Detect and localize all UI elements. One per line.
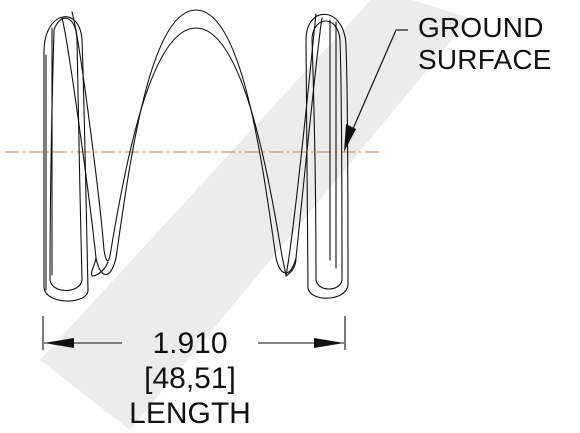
dim-arrow-right — [314, 338, 344, 348]
dimension-value-mm: [48,51] — [144, 362, 236, 395]
right-end-coil-outer — [305, 13, 349, 299]
ground-label-line1: GROUND — [418, 12, 544, 43]
coil-wire-1b — [71, 11, 111, 262]
ground-surface-leader — [348, 29, 408, 139]
compression-spring — [43, 9, 349, 302]
coil-arch-outer — [115, 9, 277, 259]
valley-right — [275, 257, 297, 274]
coil-wire-2a — [295, 17, 323, 259]
dimension-value-inch: 1.910 — [152, 327, 228, 360]
ground-label-line2: SURFACE — [418, 44, 552, 75]
left-end-coil-inner — [49, 17, 83, 292]
right-end-coil-inner — [311, 20, 343, 290]
valley-left — [90, 257, 109, 277]
coil-wire-1a — [61, 17, 117, 276]
coil-wire-2b — [285, 13, 317, 277]
left-end-coil-outer — [43, 16, 89, 302]
coil-arch-inner — [109, 27, 283, 257]
dim-arrow-left — [44, 338, 74, 348]
dimension-label: LENGTH — [129, 397, 251, 430]
ground-surface-arrowhead — [344, 124, 356, 152]
